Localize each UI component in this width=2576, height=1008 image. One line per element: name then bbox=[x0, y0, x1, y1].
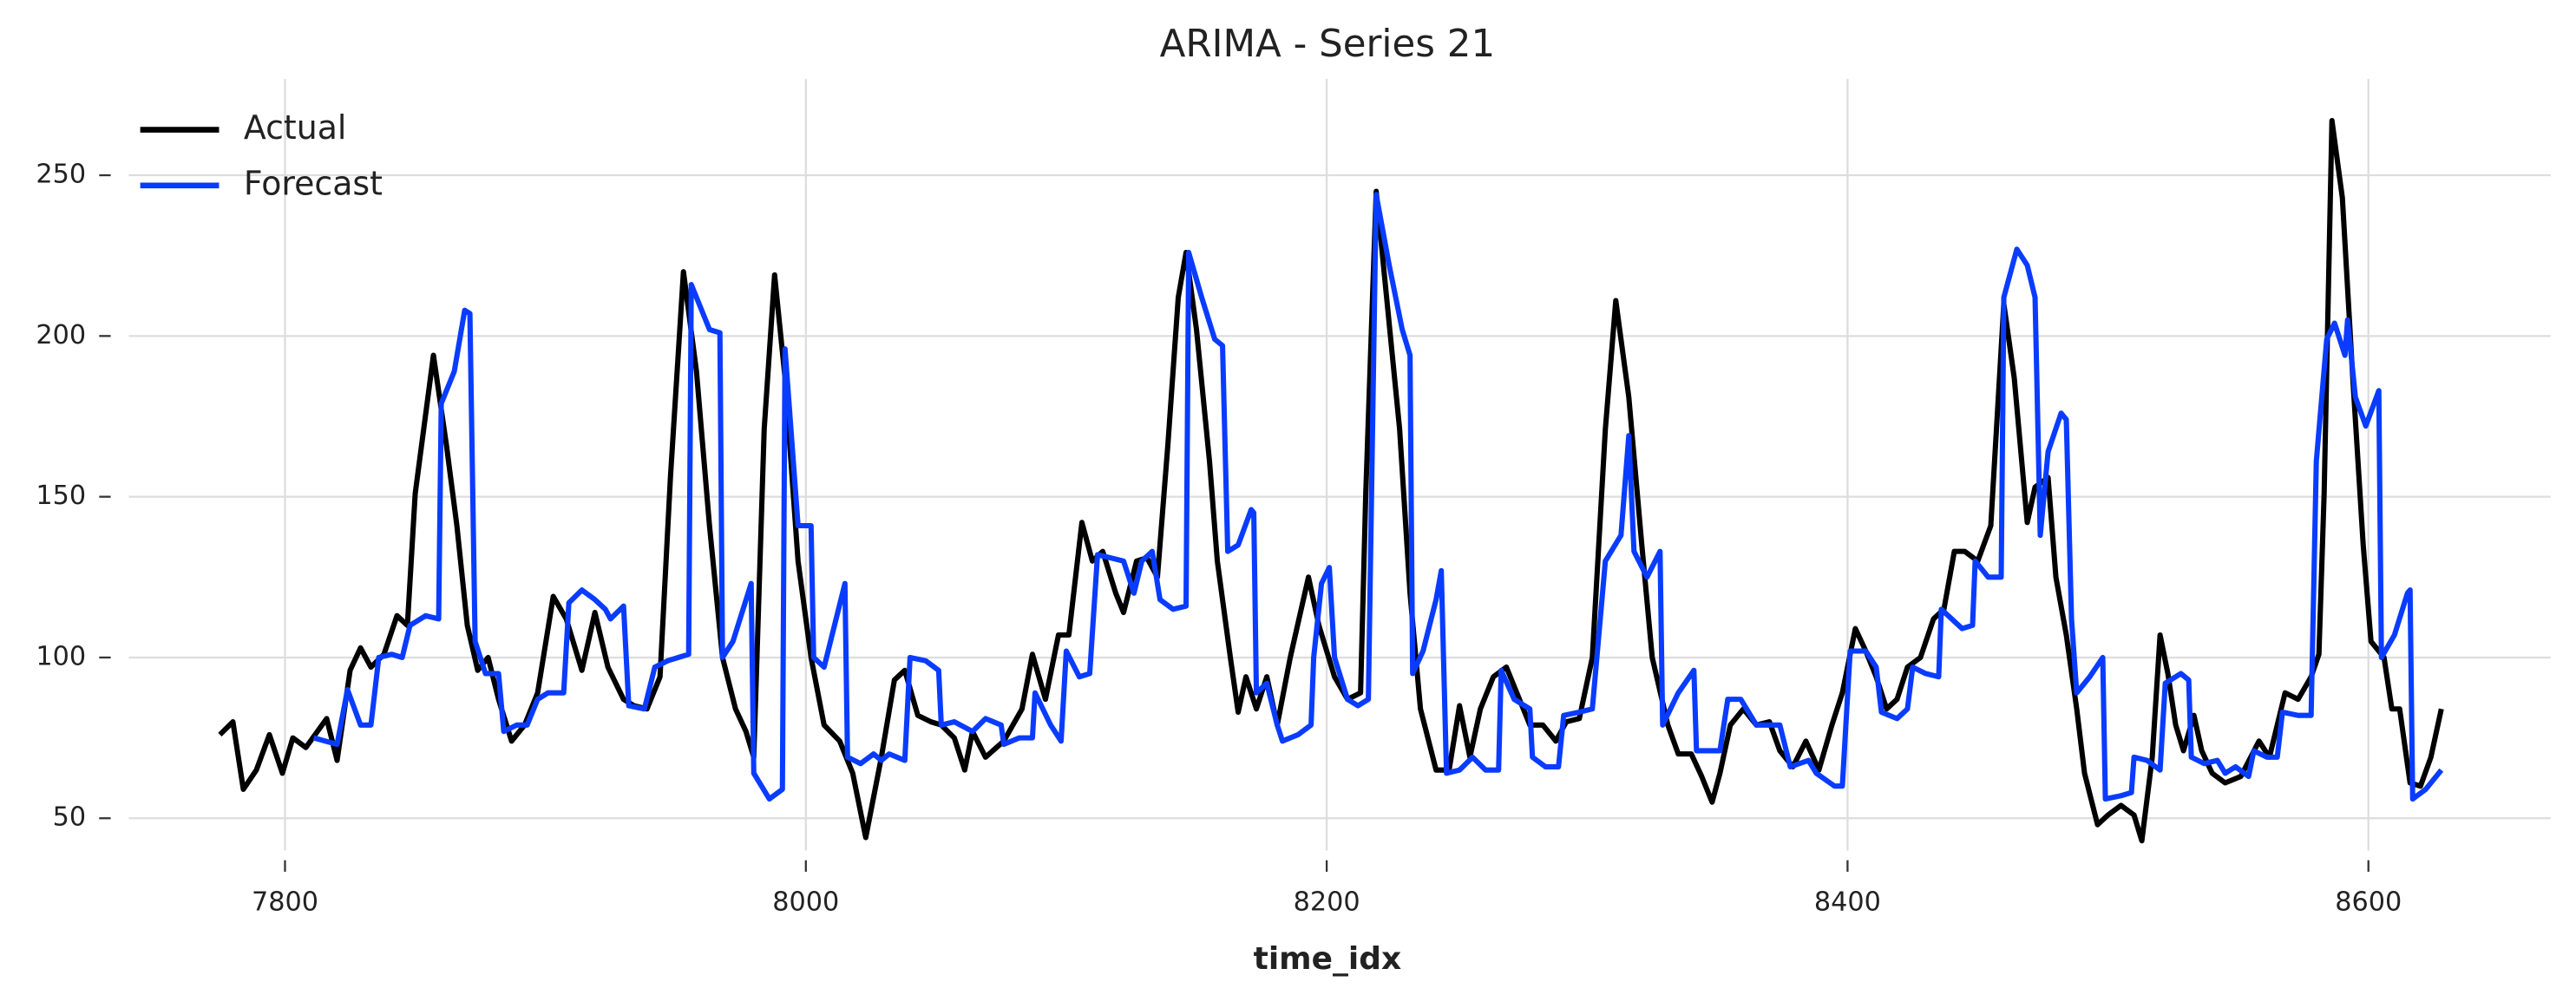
x-tick-label: 7800 bbox=[252, 887, 318, 917]
x-tick-label: 8400 bbox=[1814, 887, 1881, 917]
y-tick-label: 250 bbox=[36, 160, 86, 190]
x-tick-label: 8200 bbox=[1294, 887, 1360, 917]
legend-label: Forecast bbox=[244, 164, 383, 202]
y-tick-label: 150 bbox=[36, 481, 86, 511]
legend-label: Actual bbox=[244, 108, 347, 147]
x-axis-label: time_idx bbox=[1254, 941, 1402, 977]
x-tick-label: 8000 bbox=[772, 887, 839, 917]
y-tick-label: 200 bbox=[36, 320, 86, 350]
x-tick-label: 8600 bbox=[2335, 887, 2402, 917]
chart-title: ARIMA - Series 21 bbox=[1160, 23, 1496, 66]
series-line bbox=[312, 192, 2444, 802]
y-tick-label: 100 bbox=[36, 641, 86, 671]
series-line bbox=[218, 117, 2444, 844]
y-tick-label: 50 bbox=[53, 802, 87, 833]
